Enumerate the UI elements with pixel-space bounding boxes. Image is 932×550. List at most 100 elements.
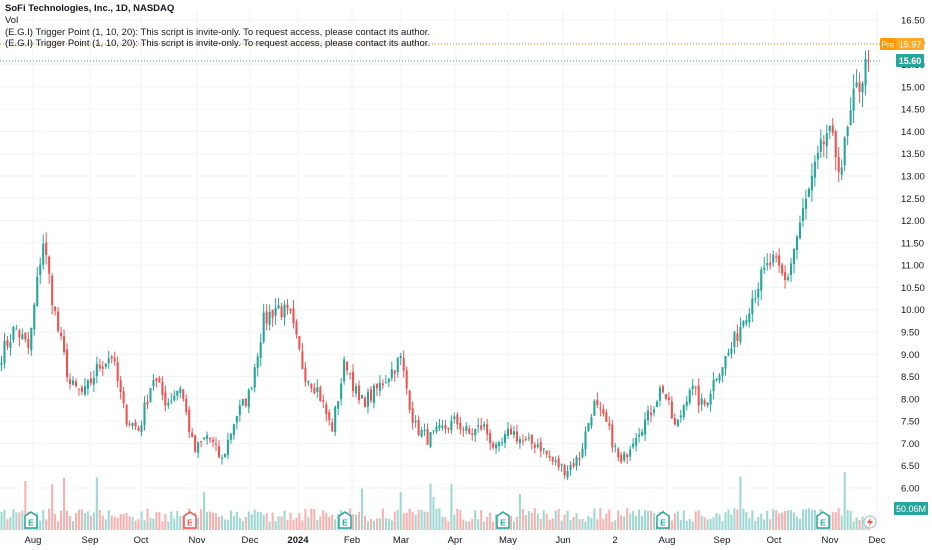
volume-bar xyxy=(74,513,78,530)
volume-bar xyxy=(518,493,521,530)
volume-bar xyxy=(301,520,304,530)
volume-bar xyxy=(736,509,739,530)
candle-body xyxy=(694,387,697,389)
earnings-marker-icon[interactable]: E xyxy=(183,511,197,529)
symbol-title[interactable]: SoFi Technologies, Inc., 1D, NASDAQ xyxy=(5,3,175,14)
volume-bar xyxy=(578,519,581,530)
volume-bar xyxy=(277,516,280,530)
indicator-label-2[interactable]: (E.G.I) Trigger Point (1, 10, 20): This … xyxy=(5,38,431,50)
indicator-label-1[interactable]: (E.G.I) Trigger Point (1, 10, 20): This … xyxy=(5,26,431,38)
volume-bar xyxy=(241,520,244,530)
volume-bar xyxy=(232,515,235,530)
candle-body xyxy=(554,460,557,463)
candle-body xyxy=(667,397,670,401)
candle-body xyxy=(855,82,858,87)
candle-body xyxy=(602,408,605,414)
volume-bar xyxy=(289,512,292,530)
candle-body xyxy=(6,340,9,347)
volume-value: 50.06M xyxy=(896,504,926,514)
volume-bar xyxy=(295,517,298,530)
volume-bar xyxy=(51,484,54,530)
candle-body xyxy=(113,358,116,362)
volume-bar xyxy=(313,509,316,530)
earnings-marker-icon[interactable]: E xyxy=(816,511,830,529)
x-tick-label: Oct xyxy=(134,535,149,546)
earnings-marker-icon[interactable]: E xyxy=(496,511,510,529)
earnings-marker-icon[interactable]: E xyxy=(24,511,38,529)
candle-body xyxy=(623,452,626,461)
volume-bar xyxy=(393,511,396,530)
y-tick-label: 6.00 xyxy=(901,484,920,495)
candle-body xyxy=(644,419,647,435)
volume-bar xyxy=(536,513,539,530)
volume-bar xyxy=(730,514,733,530)
candle-body xyxy=(411,408,414,424)
candle-body xyxy=(563,464,566,476)
candle-body xyxy=(313,388,316,394)
lightning-icon[interactable] xyxy=(863,515,877,529)
candle-body xyxy=(736,333,739,341)
volume-bar xyxy=(638,509,641,530)
volume-bar xyxy=(250,514,253,530)
volume-bar xyxy=(706,519,709,530)
candle-body xyxy=(518,439,521,444)
volume-bar xyxy=(149,517,152,530)
candle-body xyxy=(161,381,164,395)
volume-bar xyxy=(238,518,241,530)
time-axis[interactable]: Aug Sep Oct Nov Dec 2024 Feb Mar Apr May Jun 2 Aug Se… xyxy=(25,535,886,546)
candle-body xyxy=(286,304,289,309)
candle-body xyxy=(119,380,122,392)
candle-body xyxy=(220,457,224,459)
candle-body xyxy=(828,125,831,132)
candle-body xyxy=(661,385,664,393)
candle-body xyxy=(468,428,471,434)
volume-bar xyxy=(128,516,131,530)
volume-bar xyxy=(209,511,212,530)
candle-body xyxy=(664,394,667,399)
candle-body xyxy=(143,402,146,426)
volume-bar xyxy=(146,508,149,530)
volume-bar xyxy=(852,521,855,530)
volume-bar xyxy=(122,514,125,530)
volume-indicator-label[interactable]: Vol xyxy=(5,14,19,26)
volume-bar xyxy=(474,510,477,530)
candle-body xyxy=(530,434,533,444)
volume-bar xyxy=(855,517,858,530)
earnings-marker-icon[interactable]: E xyxy=(338,511,352,529)
candle-body xyxy=(730,348,733,354)
earnings-marker-icon[interactable]: E xyxy=(656,511,670,529)
volume-bar xyxy=(206,512,209,530)
volume-bar xyxy=(390,520,393,530)
volume-bar xyxy=(337,514,340,530)
candle-body xyxy=(301,351,304,369)
volume-bar xyxy=(512,521,515,530)
candle-body xyxy=(807,188,810,197)
candle-body xyxy=(724,356,727,369)
price-axis[interactable]: 16.5016.0015.5015.0014.5014.0013.5013.00… xyxy=(901,16,925,495)
candle-body xyxy=(760,269,763,291)
volume-bar xyxy=(65,510,69,530)
candle-body xyxy=(620,454,623,462)
candle-body xyxy=(92,378,95,385)
candle-body xyxy=(459,422,462,430)
candle-body xyxy=(638,434,641,437)
volume-bar xyxy=(649,510,653,530)
candle-body xyxy=(456,414,459,425)
candle-body xyxy=(122,391,125,404)
candle-body xyxy=(128,423,131,425)
volume-bar xyxy=(256,511,259,530)
candlesticks[interactable] xyxy=(0,50,870,481)
chart-legend: SoFi Technologies, Inc., 1D, NASDAQ Vol … xyxy=(5,3,430,50)
candle-body xyxy=(825,133,828,147)
volume-bar xyxy=(21,510,24,530)
candle-body xyxy=(346,361,349,371)
volume-bar xyxy=(328,516,331,530)
volume-bar xyxy=(679,519,682,530)
candle-body xyxy=(861,83,864,93)
volume-bar xyxy=(739,476,742,530)
volume-bar xyxy=(262,515,265,530)
candle-body xyxy=(483,424,486,427)
volume-bar xyxy=(632,510,635,530)
